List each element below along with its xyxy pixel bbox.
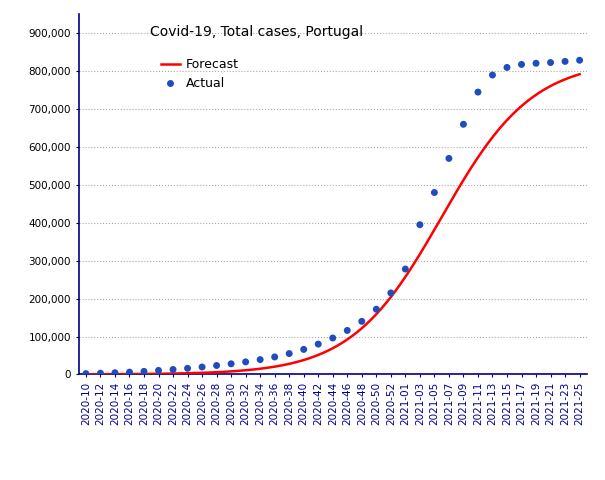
Actual (255, 356, 265, 363)
Actual (517, 60, 526, 68)
Forecast (487, 137, 494, 143)
Actual (154, 367, 163, 374)
Actual (531, 60, 541, 67)
Actual (270, 353, 280, 361)
Actual (110, 369, 120, 376)
Actual (241, 358, 250, 366)
Actual (546, 59, 555, 66)
Actual (125, 368, 134, 376)
Forecast (564, 75, 571, 81)
Actual (502, 64, 512, 72)
Actual (430, 189, 439, 196)
Actual (401, 265, 410, 273)
Actual (328, 334, 338, 342)
Actual (212, 361, 221, 369)
Actual (81, 370, 91, 377)
Actual (342, 326, 352, 334)
Actual (488, 71, 497, 79)
Actual (357, 317, 367, 325)
Forecast (317, 351, 324, 357)
Actual (183, 364, 192, 372)
Forecast (350, 333, 357, 338)
Text: Covid-19, Total cases, Portugal: Covid-19, Total cases, Portugal (150, 25, 363, 39)
Actual (459, 120, 468, 128)
Line: Forecast: Forecast (86, 74, 580, 374)
Forecast (82, 372, 90, 377)
Actual (226, 360, 236, 368)
Forecast (376, 308, 384, 313)
Actual (168, 366, 178, 373)
Actual (371, 305, 381, 313)
Forecast (576, 72, 583, 77)
Actual (139, 368, 149, 375)
Actual (284, 350, 294, 358)
Forecast (319, 350, 327, 356)
Actual (386, 289, 396, 297)
Actual (299, 346, 309, 353)
Actual (473, 88, 483, 96)
Actual (575, 57, 584, 64)
Actual (96, 369, 105, 377)
Actual (197, 363, 207, 371)
Actual (444, 155, 454, 162)
Legend: Forecast, Actual: Forecast, Actual (156, 53, 244, 96)
Actual (560, 58, 570, 65)
Actual (415, 221, 425, 228)
Actual (313, 340, 323, 348)
